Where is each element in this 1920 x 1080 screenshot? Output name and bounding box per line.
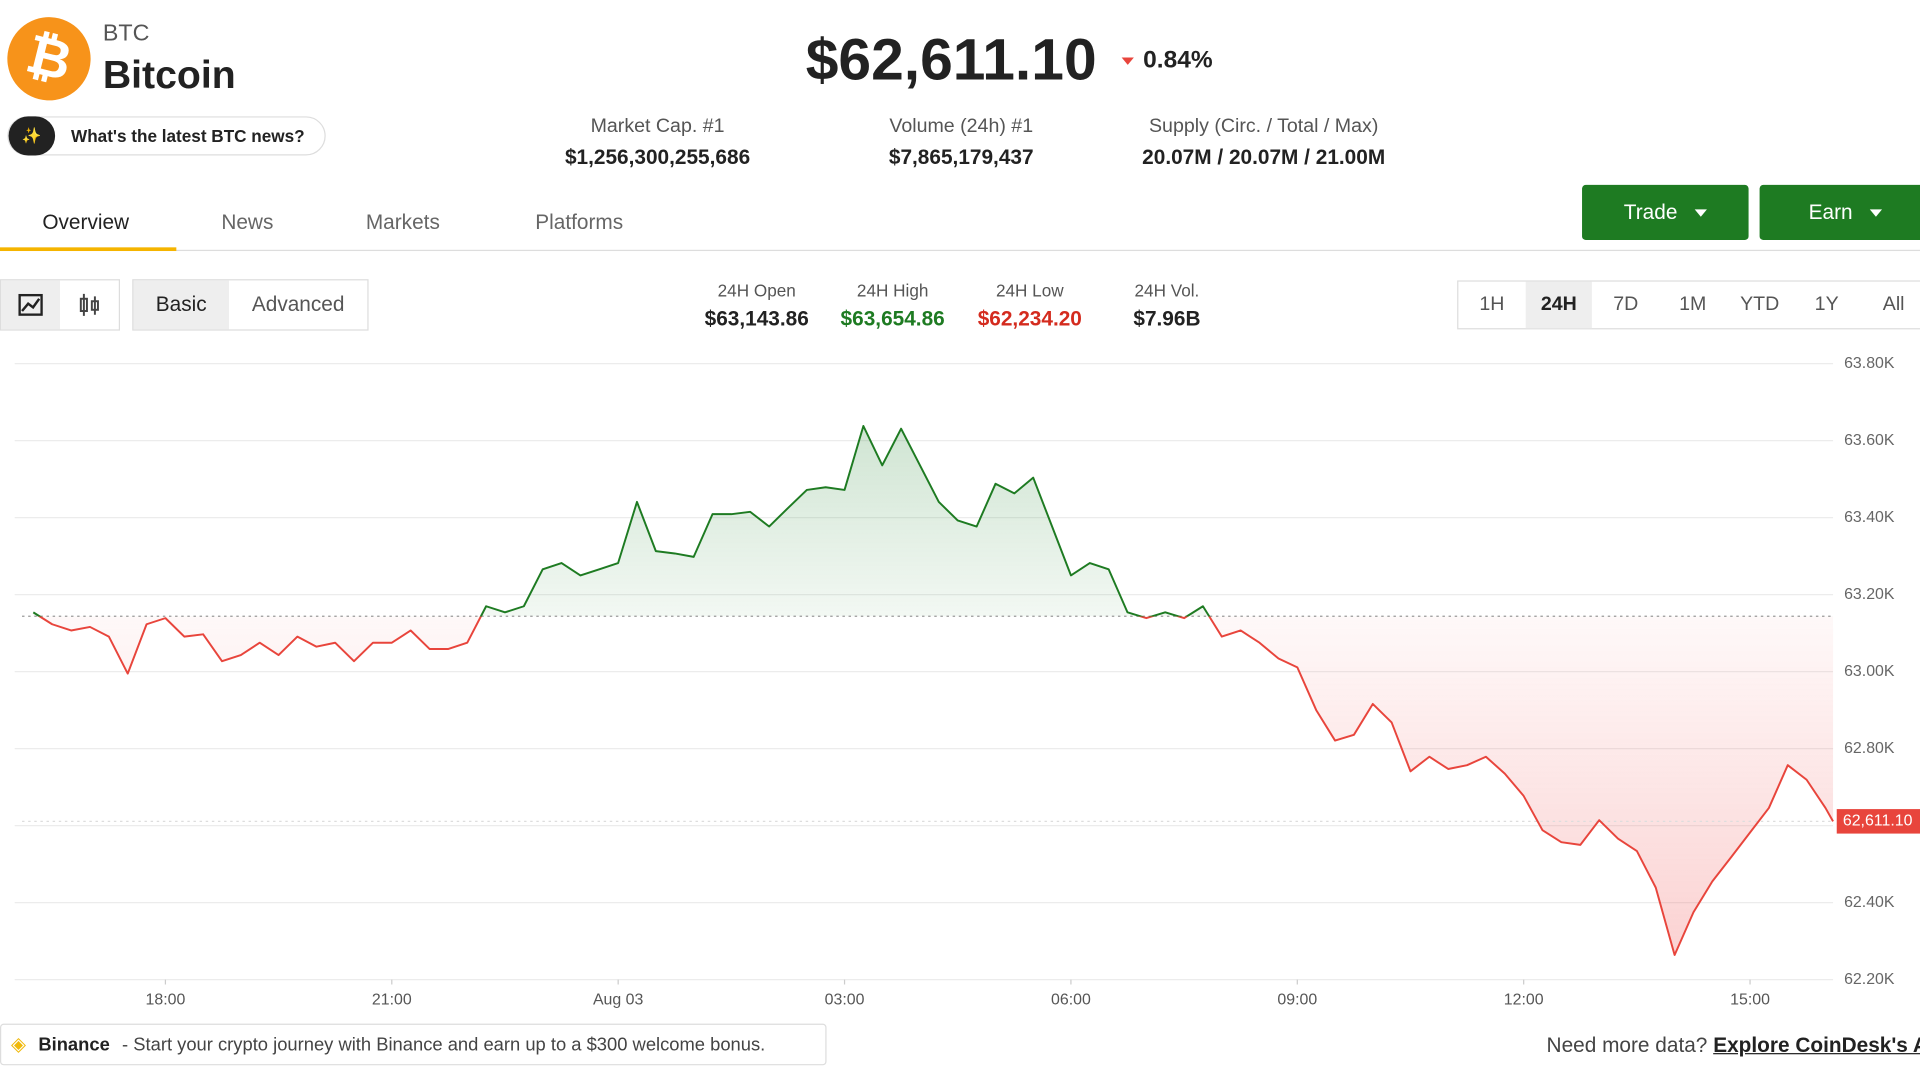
x-tick-label: 12:00 [1504,992,1544,1009]
chart-type-group [0,279,121,331]
stat-value: 20.07M / 20.07M / 21.00M [1142,145,1386,169]
range-button[interactable]: 7D [1613,293,1639,315]
range-button[interactable]: 1Y [1814,293,1839,315]
day-stat-label: 24H Low [995,280,1064,301]
more-data: Need more data? Explore CoinDesk's API [1547,1033,1920,1057]
day-stat: 24H High $63,654.86 [841,280,945,331]
tab-underline [0,247,177,252]
stat: Supply (Circ. / Total / Max) 20.07M / 20.… [1142,116,1385,170]
ad-brand: Binance [38,1034,110,1055]
x-tick-label: Aug 03 [593,992,644,1009]
y-tick-label: 62.20K [1844,971,1895,988]
button-label: Trade [1623,200,1678,224]
button-label: Earn [1808,200,1853,224]
x-tick-label: 03:00 [825,992,865,1009]
coin-logo: ₿ [0,8,100,110]
ad-text: - Start your crypto journey with Binance… [122,1034,766,1055]
view-mode[interactable]: Advanced [251,292,345,316]
y-tick-label: 63.40K [1844,509,1895,526]
stat: Market Cap. #1 $1,256,300,255,686 [565,116,750,170]
trade-button[interactable]: Trade [1582,184,1749,241]
range-button[interactable]: 1H [1479,293,1505,315]
range-group: 1H 24H 7D 1M YTD 1Y All [1457,280,1920,330]
current-price-label: 62,611.10 [1843,813,1913,830]
line-chart-icon[interactable] [1,280,61,330]
earn-button[interactable]: Earn [1759,184,1920,241]
ad-banner[interactable]: ◈ Binance - Start your crypto journey wi… [0,1023,827,1066]
ai-prompt-text: What's the latest BTC news? [71,126,305,146]
stat-label: Market Cap. #1 [590,116,725,138]
stat-value: $1,256,300,255,686 [564,145,751,169]
stat-label: Supply (Circ. / Total / Max) [1148,116,1379,138]
day-stat-value: $7.96B [1133,307,1201,331]
more-data-text: Need more data? [1546,1033,1708,1057]
tab[interactable]: Markets [365,210,440,234]
x-tick-label: 06:00 [1051,992,1091,1009]
day-stat: 24H Open $63,143.86 [705,280,809,331]
caret [1869,208,1882,217]
stat-label: Volume (24h) #1 [889,116,1034,138]
icon-frame [18,293,43,316]
view-mode[interactable]: Basic [133,280,229,330]
price-row: $62,611.10 0.84% [806,27,1213,94]
down-arrow [1121,56,1134,65]
y-tick-label: 62.40K [1844,894,1895,911]
caret [1694,208,1707,217]
day-stat-label: 24H Open [717,280,796,301]
current-price-tag [1836,809,1920,834]
day-stat: 24H Vol. $7.96B [1133,280,1200,331]
day-stat-value: $63,654.86 [840,307,945,331]
day-stat-value: $63,143.86 [704,307,809,331]
ai-icon: ✨ [8,116,56,156]
candle-chart-icon[interactable] [60,280,119,329]
x-tick-label: 21:00 [372,992,412,1009]
icon [18,293,43,316]
price-line [32,425,1834,956]
stat: Volume (24h) #1 $7,865,179,437 [889,116,1034,170]
price: $62,611.10 [805,28,1097,94]
range-button[interactable]: 24H [1525,281,1593,329]
binance-icon: ◈ [11,1034,27,1056]
y-tick-label: 63.60K [1844,432,1895,449]
tab[interactable]: Platforms [535,210,624,234]
tab-divider [0,249,1920,252]
range-button[interactable]: 1M [1679,293,1707,315]
x-tick-label: 09:00 [1277,992,1317,1009]
day-stat-label: 24H High [856,280,929,301]
more-data-link[interactable]: Explore CoinDesk's API [1713,1033,1920,1057]
coin-symbol: BTC [102,20,150,47]
price-chart: 62.20K62.40K62.60K62.80K63.00K63.20K63.4… [14,355,1920,1009]
price-area [33,426,1834,955]
day-stat-label: 24H Vol. [1134,280,1200,301]
icon [79,293,99,316]
tab[interactable]: News [221,210,274,234]
coin-name: Bitcoin [102,52,236,97]
y-tick-label: 63.20K [1844,586,1895,603]
view-mode-group: Basic Advanced [132,279,369,331]
day-stat-value: $62,234.20 [977,307,1082,331]
y-tick-label: 63.00K [1844,663,1895,680]
y-tick-label: 62.80K [1844,740,1895,757]
x-tick-label: 18:00 [146,992,186,1009]
price-change: 0.84% [1143,46,1213,74]
stat-value: $7,865,179,437 [888,145,1034,169]
y-tick-label: 63.80K [1844,355,1895,372]
day-stat: 24H Low $62,234.20 [978,280,1082,331]
ai-prompt-pill[interactable]: ✨ What's the latest BTC news? [7,116,326,156]
icon-line [21,298,41,312]
range-button[interactable]: All [1882,293,1905,315]
range-button[interactable]: YTD [1740,293,1780,315]
tab[interactable]: Overview [42,210,130,234]
x-tick-label: 15:00 [1730,992,1770,1009]
